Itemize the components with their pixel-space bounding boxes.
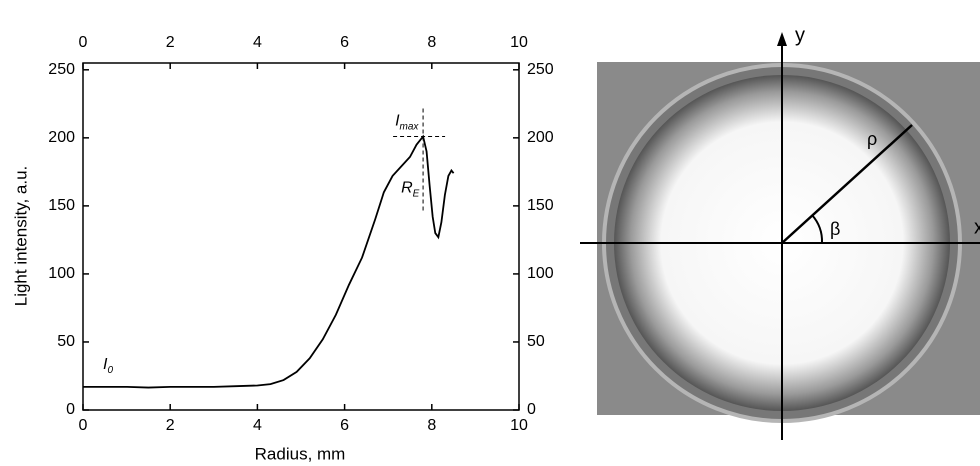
plot-frame [82,62,520,411]
photo: y x ρ β [580,24,980,440]
x-tick-label: 0 [79,417,88,434]
y-tick-label: 0 [66,401,75,418]
y-tick-label-right: 250 [527,61,554,78]
x-tick-label: 6 [340,417,349,434]
radius-line [781,124,913,244]
y-tick-label: 250 [48,61,75,78]
x-tick-label-top: 10 [510,34,528,51]
annotation-text: I [395,113,400,130]
angle-arc [811,214,824,244]
x-tick-label: 4 [253,417,262,434]
beta-label: β [830,219,840,239]
y-tick-label-right: 150 [527,197,554,214]
rho-label: ρ [867,129,877,149]
annotation-text: I [103,356,108,373]
x-tick-label-top: 2 [166,34,175,51]
annotation: I0 [103,356,113,375]
x-tick-label: 8 [427,417,436,434]
photo-y-label: y [795,24,805,46]
annotation-sub: E [413,188,420,199]
annotation-text: R [401,180,413,197]
arrow-head [777,32,787,46]
x-tick-label-top: 6 [340,34,349,51]
data-line [83,134,455,389]
x-axis-title: Radius, mm [255,444,346,463]
y-tick-label-right: 0 [527,401,536,418]
x-tick-label: 10 [510,417,528,434]
annotation: Imax [395,113,419,132]
y-tick-label: 50 [57,333,75,350]
annotation-sub: max [400,121,420,132]
annotation-sub: 0 [107,365,113,376]
photo-x-label: x [974,216,980,238]
y-axis-title: Light intensity, a.u. [11,166,30,307]
x-tick-label-top: 4 [253,34,262,51]
y-tick-label: 150 [48,197,75,214]
x-tick-label-top: 0 [79,34,88,51]
y-tick-label-right: 100 [527,265,554,282]
x-tick-label-top: 8 [427,34,436,51]
y-tick-label: 100 [48,265,75,282]
y-tick-label-right: 50 [527,333,545,350]
y-tick-label: 200 [48,129,75,146]
y-tick-label-right: 200 [527,129,554,146]
x-tick-label: 2 [166,417,175,434]
annotation: RE [401,180,420,199]
